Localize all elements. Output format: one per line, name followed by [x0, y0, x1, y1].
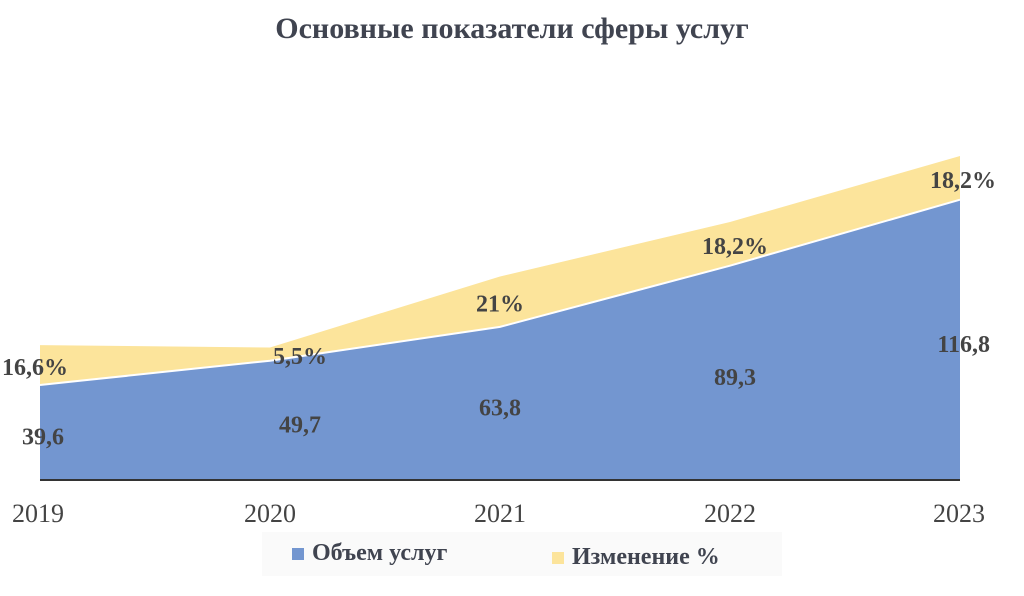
- chart-title: Основные показатели сферы услуг: [275, 12, 749, 45]
- legend-swatch-volume: [292, 547, 304, 560]
- legend-swatch-change: [552, 551, 564, 564]
- area-change: [40, 156, 960, 385]
- data-label-change: 18,2%: [930, 168, 996, 194]
- legend-label-volume: Объем услуг: [312, 540, 448, 566]
- data-label-volume: 89,3: [714, 365, 756, 391]
- x-tick-label: 2022: [704, 499, 756, 528]
- x-tick-label: 2021: [474, 499, 526, 528]
- legend-label-change: Изменение %: [572, 544, 720, 570]
- data-label-volume: 116,8: [937, 332, 990, 358]
- data-label-volume: 63,8: [479, 395, 521, 421]
- legend: Объем услуг Изменение %: [262, 532, 782, 576]
- legend-item-volume: Объем услуг: [292, 540, 447, 567]
- legend-item-change: Изменение %: [552, 544, 720, 571]
- data-label-change: 5,5%: [273, 344, 327, 370]
- data-label-change: 21%: [476, 292, 524, 318]
- x-tick-label: 2023: [933, 499, 985, 528]
- data-label-volume: 39,6: [22, 424, 64, 450]
- x-tick-label: 2020: [244, 499, 296, 528]
- data-label-change: 16,6%: [2, 355, 68, 381]
- area-volume: [40, 199, 960, 480]
- data-label-volume: 49,7: [279, 412, 321, 438]
- series-boundary-line: [39, 198, 961, 386]
- x-tick-label: 2019: [12, 499, 64, 528]
- data-label-change: 18,2%: [702, 234, 768, 260]
